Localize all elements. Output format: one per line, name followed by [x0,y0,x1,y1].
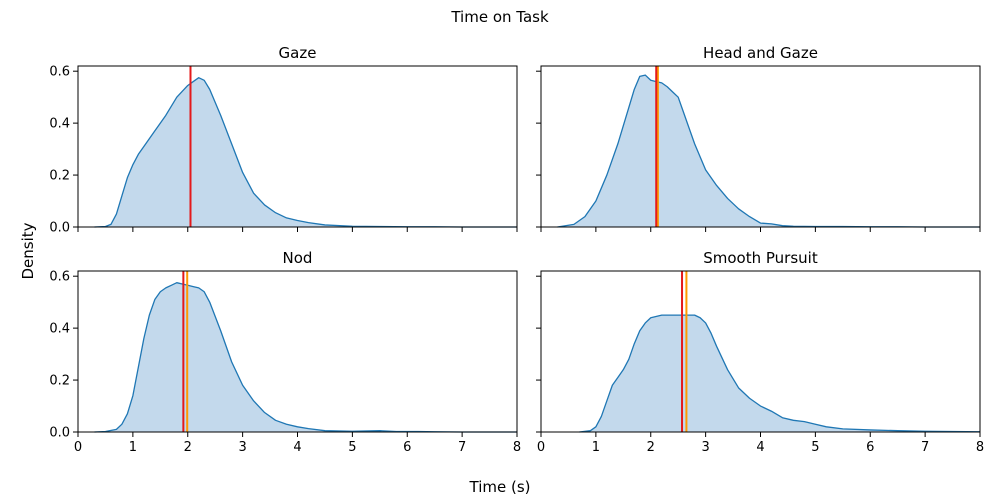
x-tick-label-nod: 5 [348,440,356,455]
x-tick-label-smooth-pursuit: 0 [537,440,545,455]
y-axis-label: Density [19,222,37,279]
panel-gaze: Gaze 0.0 0.2 0.4 0.6 [49,44,518,236]
density-line-nod [94,282,517,433]
x-tick-label-smooth-pursuit: 6 [866,440,874,455]
x-tick-label-smooth-pursuit: 2 [647,440,655,455]
x-tick-label-smooth-pursuit: 7 [921,440,929,455]
density-area-nod [94,282,518,432]
density-line-head-and-gaze [557,74,980,228]
x-tick-label-smooth-pursuit: 1 [592,440,600,455]
y-tick-label-gaze: 0.6 [49,65,70,80]
x-tick-label-nod: 1 [129,440,137,455]
y-tick-label-gaze: 0.4 [49,117,70,132]
y-tick-label-gaze: 0.0 [49,221,70,236]
panel-head-and-gaze: Head and Gaze [536,44,981,232]
x-tick-label-nod: 0 [74,440,82,455]
panel-title-nod: Nod [283,249,313,267]
density-line-smooth-pursuit [579,314,981,433]
x-tick-label-smooth-pursuit: 3 [701,440,709,455]
panel-title-smooth-pursuit: Smooth Pursuit [703,249,818,267]
x-tick-label-smooth-pursuit: 5 [811,440,819,455]
density-area-gaze [94,77,518,227]
x-tick-label-smooth-pursuit: 8 [976,440,984,455]
x-tick-label-nod: 4 [293,440,301,455]
x-tick-label-nod: 2 [184,440,192,455]
panel-title-head-and-gaze: Head and Gaze [703,44,818,62]
panel-nod: Nod 0 1 2 3 4 5 6 7 8 0.0 0.2 0.4 0.6 [49,249,521,455]
x-axis-label: Time (s) [469,478,531,496]
panel-title-gaze: Gaze [279,44,317,62]
x-tick-label-nod: 8 [513,440,521,455]
y-tick-label-nod: 0.4 [49,322,70,337]
x-tick-label-nod: 7 [458,440,466,455]
chart-title: Time on Task [450,8,549,26]
density-line-gaze [94,77,517,228]
y-tick-label-nod: 0.6 [49,270,70,285]
y-tick-label-gaze: 0.2 [49,169,70,184]
panel-smooth-pursuit: Smooth Pursuit 0 1 2 3 4 5 6 7 8 [536,249,984,455]
y-tick-label-nod: 0.0 [49,426,70,441]
y-tick-label-nod: 0.2 [49,374,70,389]
density-area-head-and-gaze [557,75,980,227]
x-tick-label-nod: 3 [238,440,246,455]
x-tick-label-nod: 6 [403,440,411,455]
x-tick-label-smooth-pursuit: 4 [756,440,764,455]
density-area-smooth-pursuit [579,315,980,432]
panel-grid: Gaze 0.0 0.2 0.4 0.6 Head and Gaze Nod 0 1 2 3 4 5 6 7… [49,44,984,455]
